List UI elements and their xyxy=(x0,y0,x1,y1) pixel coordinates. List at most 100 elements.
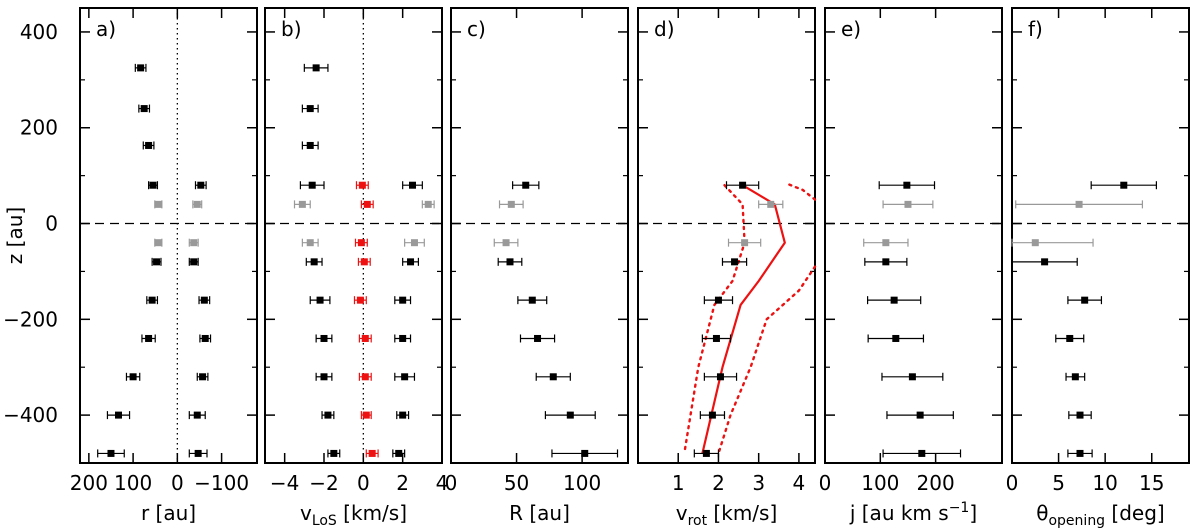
marker xyxy=(316,296,324,304)
panel-d: 1 2 3 4 vrot [km/s] d) xyxy=(637,7,817,529)
marker xyxy=(306,239,314,247)
x-tick-label: 0 xyxy=(445,471,458,495)
marker xyxy=(702,449,710,457)
data-point xyxy=(551,449,619,458)
x-axis-label: r [au] xyxy=(141,501,196,525)
marker xyxy=(145,334,153,342)
data-point xyxy=(151,257,162,266)
data-point xyxy=(1055,334,1085,343)
panel-label: e) xyxy=(841,17,861,41)
x-tick-label: 4 xyxy=(793,471,806,495)
panel-frame xyxy=(450,7,629,464)
x-tick-label: 50 xyxy=(504,471,529,495)
data-point xyxy=(354,238,368,247)
data-point xyxy=(142,141,155,150)
data-point xyxy=(199,334,212,343)
data-point xyxy=(321,411,335,420)
marker xyxy=(916,411,924,419)
marker xyxy=(368,449,376,457)
y-tick-label: 200 xyxy=(20,116,58,140)
marker xyxy=(549,373,557,381)
panel-label: a) xyxy=(96,17,116,41)
marker xyxy=(200,296,208,304)
marker xyxy=(1076,411,1084,419)
marker xyxy=(1076,449,1084,457)
x-tick-label: 100 xyxy=(861,471,899,495)
marker xyxy=(424,200,432,208)
marker xyxy=(148,296,156,304)
data-point xyxy=(866,296,922,305)
marker xyxy=(361,334,369,342)
marker xyxy=(395,449,403,457)
data-point xyxy=(309,296,331,305)
marker xyxy=(1031,239,1039,247)
data-point xyxy=(194,181,207,190)
marker xyxy=(904,200,912,208)
data-point xyxy=(878,181,936,190)
data-point xyxy=(301,141,319,150)
data-point xyxy=(394,372,416,381)
model-curve-dotted xyxy=(717,265,817,455)
marker xyxy=(399,296,407,304)
data-point xyxy=(394,296,412,305)
data-point xyxy=(392,449,406,458)
data-point xyxy=(703,296,734,305)
data-point xyxy=(699,411,726,420)
panel-c: 0 50 100 R [au] c) xyxy=(445,7,629,525)
marker xyxy=(324,411,332,419)
marker xyxy=(320,334,328,342)
data-point xyxy=(512,181,540,190)
data-point xyxy=(188,257,199,266)
data-point xyxy=(396,411,410,420)
x-axis-label: vrot [km/s] xyxy=(676,501,778,529)
data-point xyxy=(188,449,208,458)
panel-label: d) xyxy=(654,17,675,41)
data-point xyxy=(1067,449,1093,458)
data-point xyxy=(864,257,908,266)
data-point xyxy=(301,238,319,247)
data-point xyxy=(196,372,209,381)
marker xyxy=(114,411,122,419)
marker xyxy=(129,373,137,381)
panel-frame xyxy=(824,7,1003,464)
marker xyxy=(363,200,371,208)
data-point xyxy=(106,411,131,420)
x-axis-label: θopening [deg] xyxy=(1036,501,1165,529)
panel-e: 0 100 200 j [au km s−1] e) xyxy=(819,7,1003,525)
x-tick-label: 1 xyxy=(672,471,685,495)
marker xyxy=(410,239,418,247)
data-point xyxy=(404,238,425,247)
y-tick-label: 0 xyxy=(45,212,58,236)
data-point xyxy=(1015,200,1144,209)
y-axis-label: z [au] xyxy=(3,207,27,264)
x-tick-label: 200 xyxy=(917,471,955,495)
data-point xyxy=(125,372,141,381)
marker xyxy=(310,258,318,266)
y-tick-label: −400 xyxy=(3,403,58,427)
marker xyxy=(153,258,161,266)
data-point xyxy=(198,296,211,305)
marker xyxy=(190,239,198,247)
data-point xyxy=(305,257,323,266)
panel-frame xyxy=(1011,7,1190,464)
marker xyxy=(154,200,162,208)
data-point xyxy=(882,200,934,209)
x-tick-label: −2 xyxy=(309,471,338,495)
marker xyxy=(507,200,515,208)
marker xyxy=(882,239,890,247)
marker xyxy=(739,181,747,189)
data-point xyxy=(365,449,379,458)
data-point xyxy=(357,257,371,266)
model-curve-dotted xyxy=(683,184,746,455)
marker xyxy=(306,141,314,149)
marker xyxy=(712,334,720,342)
x-tick-label: −100 xyxy=(194,471,249,495)
data-point xyxy=(303,63,329,72)
marker xyxy=(306,105,314,113)
data-point xyxy=(315,334,333,343)
marker xyxy=(566,411,574,419)
x-tick-label: 5 xyxy=(1052,471,1065,495)
marker xyxy=(409,181,416,189)
marker xyxy=(298,200,306,208)
data-point xyxy=(138,104,151,113)
